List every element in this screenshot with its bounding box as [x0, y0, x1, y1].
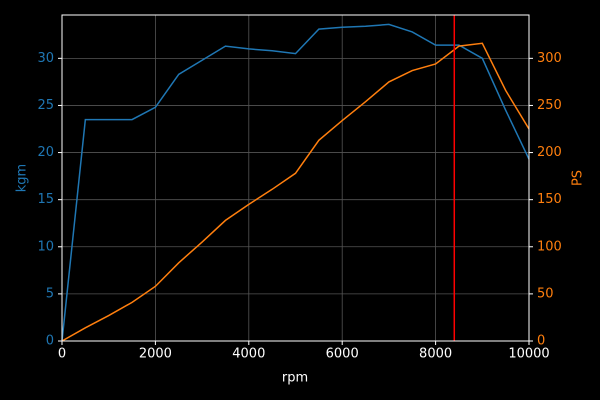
x-tick-label: 10000 — [508, 347, 549, 362]
y-tick-label: 5 — [46, 286, 54, 301]
y-tick-label: 10 — [37, 239, 54, 254]
x-tick-label: 8000 — [419, 347, 452, 362]
x-axis-label: rpm — [282, 371, 308, 386]
y-tick-label: 30 — [37, 51, 54, 66]
y2-tick-label: 0 — [537, 334, 545, 349]
y2-tick-label: 200 — [537, 145, 562, 160]
y-tick-label: 20 — [37, 145, 54, 160]
data-line — [61, 23, 530, 342]
y-tick-label: 15 — [37, 192, 54, 207]
x-tick-label: 2000 — [139, 347, 172, 362]
y2-tick-label: 300 — [537, 51, 562, 66]
y-axis-label: kgm — [15, 164, 30, 192]
data-line — [61, 42, 530, 342]
y2-tick-label: 150 — [537, 192, 562, 207]
y-tick-label: 0 — [46, 334, 54, 349]
x-tick-label: 4000 — [232, 347, 265, 362]
plot-frame — [61, 14, 530, 342]
y2-tick-label: 50 — [537, 286, 554, 301]
y-tick-label: 25 — [37, 98, 54, 113]
x-tick-label: 0 — [58, 347, 66, 362]
x-tick-label: 6000 — [326, 347, 359, 362]
y2-tick-label: 250 — [537, 98, 562, 113]
y2-tick-label: 100 — [537, 239, 562, 254]
y2-axis-label: PS — [571, 170, 586, 186]
